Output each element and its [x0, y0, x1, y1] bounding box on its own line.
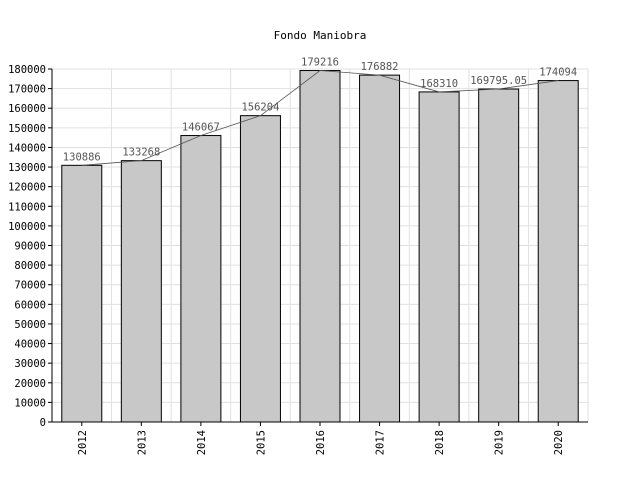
x-tick-label: 2014	[196, 430, 208, 455]
bar-2014	[180, 135, 222, 423]
y-tick-label: 50000	[14, 319, 46, 331]
y-tick-label: 120000	[8, 182, 46, 194]
y-tick-label: 100000	[8, 221, 46, 233]
y-tick-label: 30000	[14, 358, 46, 370]
axes: 0 10000 20000 30000 40000 50000 60000 70000 8000…	[8, 64, 588, 455]
chart-title: Fondo Maniobra	[274, 29, 367, 42]
y-tick-label: 70000	[14, 280, 46, 292]
value-label: 146067	[182, 122, 220, 134]
y-tick-label: 0	[40, 417, 46, 429]
x-tick-label: 2018	[434, 430, 446, 455]
x-tick-label: 2020	[553, 430, 565, 455]
bar-2019	[478, 88, 520, 423]
value-label: 174094	[539, 67, 577, 79]
x-tick-label: 2019	[494, 430, 506, 455]
value-label: 156204	[241, 102, 279, 114]
y-tick-label: 160000	[8, 103, 46, 115]
y-tick-label: 80000	[14, 260, 46, 272]
value-label: 168310	[420, 78, 458, 90]
value-label: 130886	[63, 151, 101, 163]
x-tick-label: 2012	[77, 430, 89, 455]
y-tick-label: 150000	[8, 123, 46, 135]
y-tick-label: 180000	[8, 64, 46, 76]
bar-2013	[120, 160, 162, 423]
bars	[61, 70, 579, 423]
value-labels: 130886 133268 146067 156204 179216 176882 1683…	[63, 57, 577, 164]
y-tick-label: 90000	[14, 241, 46, 253]
x-tick-label: 2017	[375, 430, 387, 455]
y-tick-label: 170000	[8, 84, 46, 96]
y-tick-label: 110000	[8, 201, 46, 213]
trend-polyline	[81, 70, 559, 166]
y-tick-label: 60000	[14, 299, 46, 311]
x-tick-label: 2015	[255, 430, 267, 455]
bar-2015	[239, 115, 281, 423]
bar-2012	[61, 164, 103, 423]
y-tick-label: 10000	[14, 397, 46, 409]
value-label: 179216	[301, 57, 339, 69]
value-label: 169795.05	[470, 75, 527, 87]
value-label: 133268	[122, 147, 160, 159]
trend-line	[81, 70, 559, 166]
x-tick-label: 2016	[315, 430, 327, 455]
value-label: 176882	[361, 61, 399, 73]
x-tick-label: 2013	[136, 430, 148, 455]
bar-2018	[418, 91, 460, 423]
y-tick-label: 130000	[8, 162, 46, 174]
y-tick-label: 20000	[14, 378, 46, 390]
bar-2020	[537, 80, 579, 423]
bar-2017	[359, 74, 401, 423]
bar-2016	[299, 70, 341, 423]
y-tick-label: 40000	[14, 339, 46, 351]
y-tick-label: 140000	[8, 142, 46, 154]
